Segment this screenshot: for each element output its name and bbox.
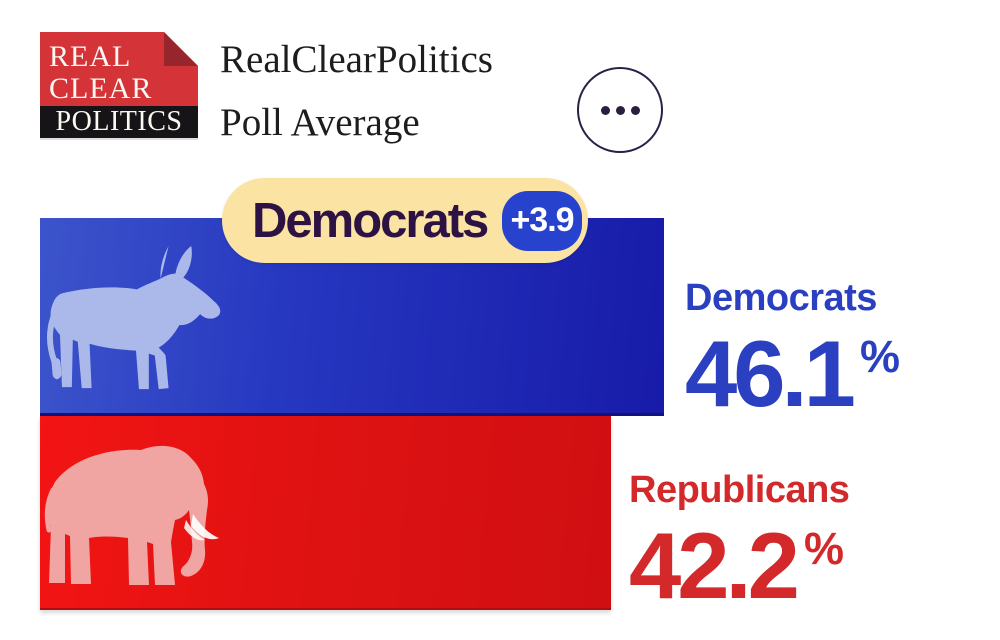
democrats-label: Democrats: [685, 277, 877, 319]
republicans-number: 42.2: [629, 513, 800, 618]
republicans-bar: [40, 416, 611, 610]
republicans-result: Republicans 42.2 %: [629, 469, 850, 613]
ellipsis-icon: [600, 105, 610, 115]
title-line-1: RealClearPolitics: [220, 38, 493, 81]
title-line-2: Poll Average: [220, 101, 420, 144]
logo-folded-corner: [164, 32, 198, 66]
logo-text-real: REAL: [49, 40, 132, 73]
rcp-logo[interactable]: REAL CLEAR POLITICS: [40, 32, 198, 138]
leader-name: Democrats: [252, 193, 489, 248]
widget-title: RealClearPolitics Poll Average: [220, 28, 493, 154]
ellipsis-icon: [630, 105, 640, 115]
ellipsis-icon: [615, 105, 625, 115]
lead-margin-badge: +3.9: [502, 190, 582, 251]
more-options-button[interactable]: [577, 67, 663, 153]
democrats-number: 46.1: [685, 321, 856, 426]
elephant-icon: [44, 445, 219, 585]
republicans-percent-sign: %: [803, 523, 844, 574]
leader-badge: Democrats +3.9: [222, 178, 588, 263]
democrats-percent-sign: %: [859, 331, 900, 382]
republicans-label: Republicans: [629, 469, 850, 511]
democrats-value: 46.1 %: [685, 327, 900, 421]
logo-text-clear: CLEAR: [49, 72, 153, 105]
democrats-result: Democrats 46.1 %: [685, 279, 900, 421]
donkey-icon: [47, 245, 221, 390]
republicans-value: 42.2 %: [629, 519, 849, 613]
logo-text-politics: POLITICS: [40, 106, 198, 138]
